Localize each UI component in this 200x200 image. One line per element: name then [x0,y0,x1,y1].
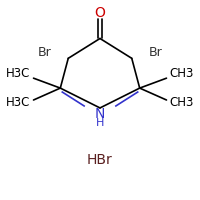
Text: Br: Br [149,46,162,59]
Text: CH3: CH3 [169,96,194,109]
Text: H3C: H3C [6,96,31,109]
Text: O: O [95,6,105,20]
Text: H3C: H3C [6,67,31,80]
Text: CH3: CH3 [169,67,194,80]
Text: HBr: HBr [87,153,113,167]
Text: Br: Br [38,46,51,59]
Text: H: H [96,118,104,128]
Text: N: N [95,107,105,121]
